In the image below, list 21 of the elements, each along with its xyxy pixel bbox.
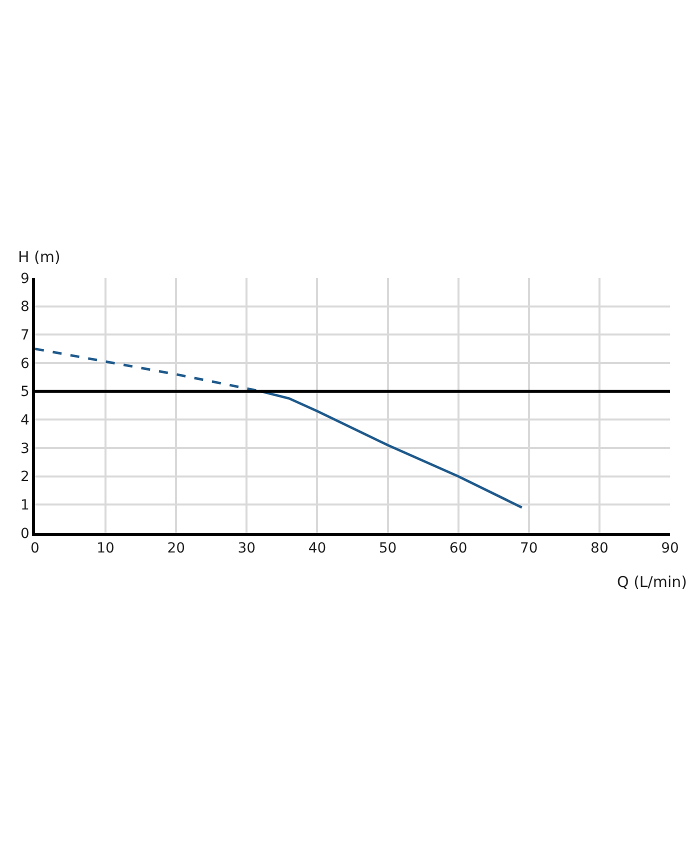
- y-tick-label: 4: [20, 412, 30, 429]
- y-tick-label: 3: [20, 440, 30, 457]
- y-tick-label: 2: [20, 469, 30, 486]
- x-tick-label: 20: [167, 540, 186, 557]
- y-axis-title: H (m): [18, 248, 60, 266]
- x-tick-label: 10: [96, 540, 114, 557]
- y-tick-label: 5: [20, 384, 30, 400]
- y-tick-label: 1: [20, 498, 30, 514]
- y-tick-label: 0: [20, 526, 30, 542]
- x-tick-label: 40: [308, 540, 326, 557]
- x-tick-label: 50: [378, 540, 397, 557]
- y-tick-label: 6: [20, 356, 30, 372]
- y-tick-label: 8: [20, 299, 30, 316]
- x-tick-label: 60: [449, 540, 468, 557]
- x-tick-label: 90: [661, 540, 679, 557]
- x-tick-label: 70: [520, 540, 538, 557]
- x-tick-label: 80: [590, 540, 608, 557]
- y-tick-label: 7: [20, 328, 30, 344]
- y-tick-label: 9: [20, 270, 30, 287]
- x-tick-label: 30: [238, 540, 256, 557]
- x-axis-title: Q (L/min): [617, 573, 687, 591]
